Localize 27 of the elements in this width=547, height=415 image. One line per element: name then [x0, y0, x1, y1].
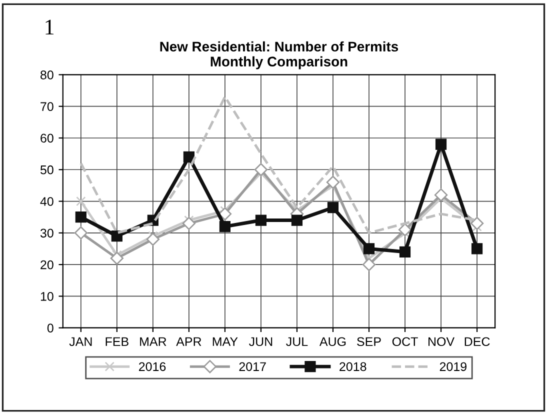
- x-tick-label: FEB: [106, 337, 128, 346]
- legend-label: 2016: [138, 362, 166, 372]
- x-tick-label: NOV: [428, 337, 455, 346]
- y-tick-label: 0: [47, 324, 54, 332]
- x-tick-label: JAN: [69, 337, 92, 346]
- y-tick-label: 80: [40, 70, 54, 80]
- y-tick-label: 50: [40, 165, 54, 174]
- x-tick-label: JUL: [286, 337, 308, 346]
- x-tick-label: JUN: [249, 337, 272, 346]
- x-tick-label: MAR: [140, 337, 166, 346]
- x-tick-label: SEP: [357, 337, 381, 346]
- chart-title: New Residential: Number of Permits Monthly Comparison: [160, 41, 398, 70]
- x-tick-label: MAY: [212, 337, 238, 346]
- y-tick-label: 30: [40, 228, 54, 238]
- x-tick-label: DEC: [464, 337, 490, 346]
- y-tick-label: 60: [40, 134, 54, 143]
- y-tick-label: 70: [40, 102, 54, 111]
- x-tick-label: OCT: [392, 337, 418, 346]
- x-tick-label: AUG: [319, 337, 346, 346]
- legend-label: 2019: [440, 362, 466, 372]
- x-tick-label: APR: [176, 337, 202, 346]
- legend-label: 2017: [239, 362, 266, 372]
- legend-label: 2018: [340, 362, 366, 372]
- y-tick-label: 40: [40, 197, 54, 206]
- y-tick-label: 20: [40, 260, 54, 270]
- text: 1: [46, 20, 54, 34]
- y-tick-label: 10: [40, 292, 54, 301]
